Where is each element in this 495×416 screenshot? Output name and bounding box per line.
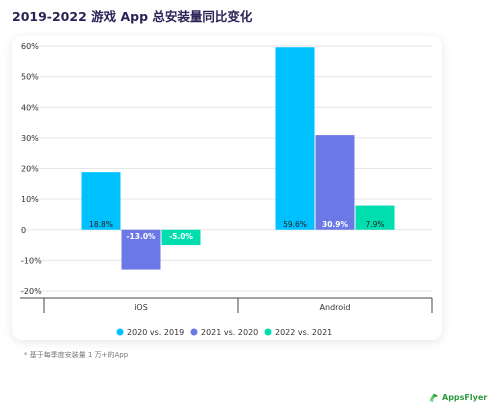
bar <box>121 229 161 270</box>
y-tick-label: -10% <box>21 256 42 265</box>
y-tick-label: 20% <box>21 165 39 174</box>
legend-label: 2022 vs. 2021 <box>275 328 332 337</box>
y-tick-label: -20% <box>21 287 42 296</box>
bar <box>161 229 201 246</box>
data-label: 30.9% <box>322 220 349 229</box>
bar <box>275 47 315 230</box>
appsflyer-logo: AppsFlyer <box>427 391 487 404</box>
y-tick-label: 10% <box>21 195 39 204</box>
y-tick-label: 60% <box>21 42 39 51</box>
bar <box>355 205 395 230</box>
bar <box>315 135 355 230</box>
data-label: 59.6% <box>283 220 307 229</box>
data-label: 7.9% <box>365 220 384 229</box>
y-tick-label: 30% <box>21 134 39 143</box>
data-label: -13.0% <box>126 232 156 241</box>
bar <box>81 172 121 230</box>
data-label: 18.8% <box>89 220 113 229</box>
legend-swatch <box>190 328 198 336</box>
footnote: * 基于每季度安装量 1 万+的App <box>24 351 129 359</box>
y-tick-label: 50% <box>21 73 39 82</box>
legend-label: 2020 vs. 2019 <box>127 328 184 337</box>
data-label: -5.0% <box>169 232 193 241</box>
y-tick-label: 0 <box>21 226 26 235</box>
legend-label: 2021 vs. 2020 <box>201 328 258 337</box>
legend-swatch <box>264 328 272 336</box>
x-tick-label: Android <box>320 303 351 312</box>
chart-title: 2019-2022 游戏 App 总安装量同比变化 <box>12 9 253 24</box>
appsflyer-logo-text: AppsFlyer <box>442 393 488 402</box>
appsflyer-logo-icon <box>429 393 439 403</box>
x-tick-label: iOS <box>134 303 148 312</box>
legend-swatch <box>116 328 124 336</box>
y-tick-label: 40% <box>21 103 39 112</box>
